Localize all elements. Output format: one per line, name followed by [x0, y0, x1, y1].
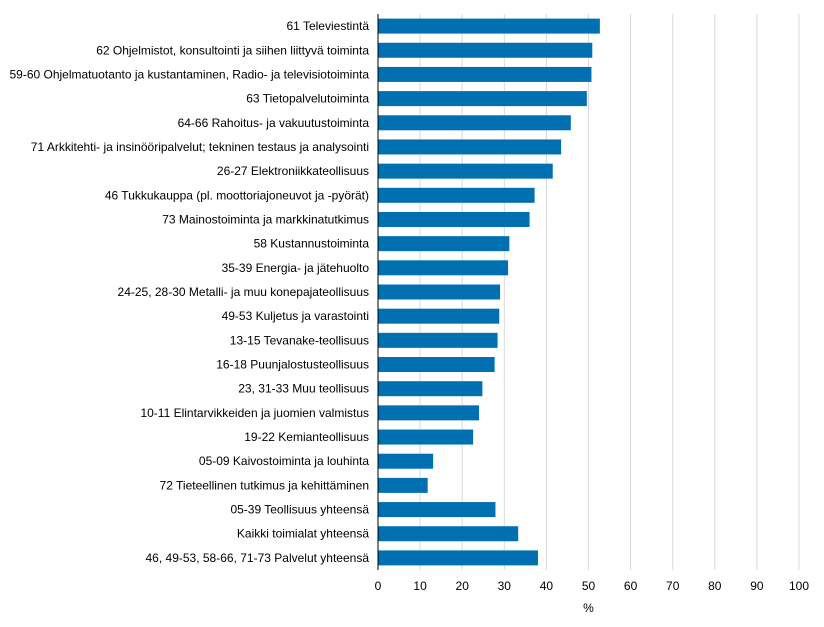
bar	[378, 211, 530, 227]
category-label: 19-22 Kemianteollisuus	[244, 430, 369, 444]
bar	[378, 405, 480, 421]
category-label: 16-18 Puunjalostusteollisuus	[216, 358, 369, 372]
x-tick-label: 20	[456, 579, 470, 593]
category-label: 49-53 Kuljetus ja varastointi	[222, 309, 369, 323]
bar	[378, 453, 434, 469]
bar	[378, 550, 538, 566]
bar	[378, 236, 510, 252]
x-tick-label: 60	[624, 579, 638, 593]
x-tick-label: 80	[708, 579, 722, 593]
category-label: 72 Tieteellinen tutkimus ja kehittäminen	[160, 478, 369, 492]
gridlines	[419, 14, 800, 570]
bar	[378, 332, 498, 348]
bar	[378, 139, 562, 155]
bar	[378, 526, 519, 542]
category-label: 23, 31-33 Muu teollisuus	[238, 382, 369, 396]
bar	[378, 163, 553, 179]
x-axis-ticks: 0 10 20 30 40 50 60 70 80 90 100	[375, 579, 810, 593]
x-tick-label: 90	[750, 579, 764, 593]
x-tick-label: 50	[582, 579, 596, 593]
category-label: 46 Tukkukauppa (pl. moottoriajoneuvot ja…	[105, 188, 369, 202]
bar	[378, 502, 496, 518]
category-label: 71 Arkkitehti- ja insinööripalvelut; tek…	[31, 140, 369, 154]
bar	[378, 42, 593, 58]
category-label: 26-27 Elektroniikkateollisuus	[217, 164, 369, 178]
category-label: 73 Mainostoiminta ja markkinatutkimus	[162, 212, 369, 226]
bar	[378, 187, 535, 203]
x-tick-label: 10	[413, 579, 427, 593]
category-label: 24-25, 28-30 Metalli- ja muu konepajateo…	[118, 285, 369, 299]
category-label: 10-11 Elintarvikkeiden ja juomien valmis…	[140, 406, 369, 420]
bars	[378, 18, 600, 566]
x-tick-label: 0	[375, 579, 382, 593]
category-label: 46, 49-53, 58-66, 71-73 Palvelut yhteens…	[146, 551, 370, 565]
bar	[378, 66, 592, 82]
category-label: 35-39 Energia- ja jätehuolto	[222, 261, 370, 275]
category-label: 05-39 Teollisuus yhteensä	[230, 503, 369, 517]
bar	[378, 308, 500, 324]
bar	[378, 115, 571, 131]
bar	[378, 260, 509, 276]
bar	[378, 477, 428, 493]
category-label: 05-09 Kaivostoiminta ja louhinta	[199, 454, 369, 468]
category-label: 61 Televiestintä	[287, 19, 370, 33]
bar	[378, 429, 474, 445]
category-labels: 61 Televiestintä 62 Ohjelmistot, konsulto…	[9, 19, 369, 565]
bar	[378, 284, 501, 300]
bar	[378, 91, 587, 107]
x-tick-label: 30	[498, 579, 512, 593]
bar	[378, 357, 495, 373]
x-tick-label: 70	[666, 579, 680, 593]
category-label: 64-66 Rahoitus- ja vakuutustoiminta	[178, 116, 370, 130]
x-tick-label: 40	[540, 579, 554, 593]
x-tick-label: 100	[789, 579, 809, 593]
category-label: 59-60 Ohjelmatuotanto ja kustantaminen, …	[9, 67, 369, 81]
category-label: 13-15 Tevanake-teollisuus	[230, 333, 369, 347]
category-label: 62 Ohjelmistot, konsultointi ja siihen l…	[96, 43, 369, 57]
category-label: 58 Kustannustoiminta	[254, 237, 370, 251]
bar	[378, 18, 600, 34]
category-label: 63 Tietopalvelutoiminta	[246, 92, 369, 106]
category-label: Kaikki toimialat yhteensä	[237, 527, 369, 541]
x-axis-title: %	[583, 601, 594, 615]
bar	[378, 381, 483, 397]
